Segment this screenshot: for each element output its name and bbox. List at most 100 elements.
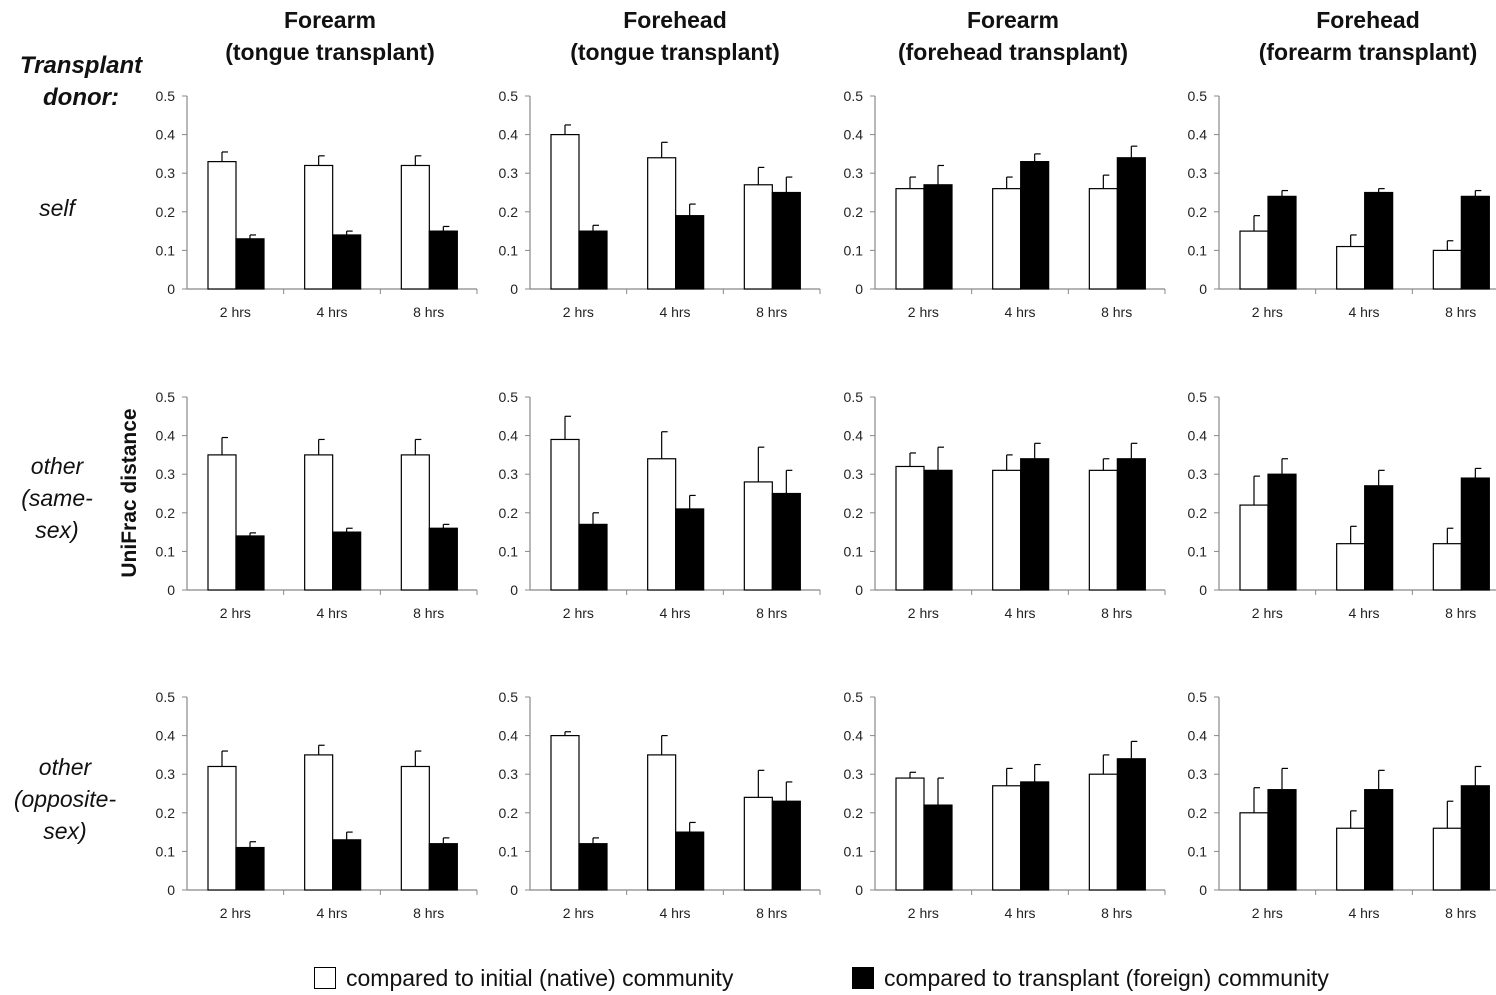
x-tick-label: 2 hrs xyxy=(1252,605,1283,621)
bar-native xyxy=(207,454,237,591)
bar-foreign xyxy=(1460,195,1490,290)
row-label-line: self xyxy=(39,195,75,221)
row-label: other (opposite- sex) xyxy=(0,751,130,847)
y-tick-label: 0.5 xyxy=(844,389,864,405)
bar-native xyxy=(550,134,580,290)
bar-foreign xyxy=(428,527,458,591)
bar-native xyxy=(1336,245,1366,290)
x-tick-label: 8 hrs xyxy=(756,304,787,320)
y-tick-label: 0 xyxy=(167,281,175,297)
y-tick-label: 0.3 xyxy=(1188,466,1208,482)
bar-native xyxy=(895,465,925,591)
bar-native xyxy=(1336,827,1366,891)
column-title-line: (tongue transplant) xyxy=(570,39,780,65)
x-tick-label: 8 hrs xyxy=(1445,304,1476,320)
legend-label: compared to initial (native) community xyxy=(346,964,734,991)
legend-swatch-foreign xyxy=(852,967,874,989)
y-tick-label: 0 xyxy=(167,882,175,898)
bar-native xyxy=(1432,827,1462,891)
x-tick-label: 4 hrs xyxy=(316,605,347,621)
column-title-line: Forearm xyxy=(283,7,377,33)
x-tick-label: 8 hrs xyxy=(413,304,444,320)
y-tick-label: 0.5 xyxy=(499,389,519,405)
bar-foreign xyxy=(923,804,953,891)
legend-label: compared to transplant (foreign) communi… xyxy=(884,964,1329,991)
column-title-line: (forehead transplant) xyxy=(897,39,1129,65)
y-tick-label: 0.5 xyxy=(1188,389,1208,405)
y-tick-label: 0.2 xyxy=(156,505,176,521)
y-tick-label: 0 xyxy=(167,582,175,598)
y-tick-label: 0.4 xyxy=(1188,428,1208,444)
x-tick-label: 2 hrs xyxy=(563,605,594,621)
x-tick-label: 4 hrs xyxy=(1004,905,1035,921)
x-tick-label: 8 hrs xyxy=(1445,605,1476,621)
bar-native xyxy=(895,777,925,891)
row-label-line: sex) xyxy=(43,818,87,844)
y-tick-label: 0.2 xyxy=(844,505,864,521)
y-tick-label: 0 xyxy=(1199,582,1207,598)
x-tick-label: 8 hrs xyxy=(1445,905,1476,921)
y-tick-label: 0 xyxy=(1199,882,1207,898)
bar-foreign xyxy=(771,492,801,591)
bar-native xyxy=(1432,543,1462,591)
x-tick-label: 2 hrs xyxy=(220,605,251,621)
y-tick-label: 0.1 xyxy=(1188,843,1208,859)
bar-native xyxy=(992,188,1022,290)
y-tick-label: 0.3 xyxy=(844,165,864,181)
column-title-line: Forearm xyxy=(966,7,1060,33)
y-tick-label: 0.5 xyxy=(499,88,519,104)
y-tick-label: 0.3 xyxy=(844,466,864,482)
bar-foreign xyxy=(1020,161,1050,290)
donor-title-line: Transplant xyxy=(19,52,143,79)
column-title-line: Forehead xyxy=(1316,7,1420,33)
y-tick-label: 0 xyxy=(855,582,863,598)
bar-native xyxy=(1432,249,1462,290)
bar-foreign xyxy=(1460,477,1490,591)
row-label-line: other xyxy=(30,453,84,479)
bar-native xyxy=(743,184,773,290)
x-tick-label: 2 hrs xyxy=(563,304,594,320)
y-tick-label: 0.5 xyxy=(1188,88,1208,104)
bar-foreign xyxy=(1460,785,1490,891)
bar-native xyxy=(550,438,580,591)
y-tick-label: 0.1 xyxy=(844,843,864,859)
bar-native xyxy=(550,734,580,891)
y-tick-label: 0.4 xyxy=(499,428,519,444)
x-tick-label: 2 hrs xyxy=(908,304,939,320)
row-label-line: other xyxy=(38,754,92,780)
x-tick-label: 4 hrs xyxy=(659,605,690,621)
y-tick-label: 0.4 xyxy=(156,428,176,444)
bar-foreign xyxy=(1267,473,1297,591)
y-tick-label: 0.3 xyxy=(499,766,519,782)
bar-native xyxy=(400,454,430,591)
y-tick-label: 0.1 xyxy=(156,242,176,258)
bar-native xyxy=(647,458,677,591)
row-label-line: (opposite- xyxy=(13,786,117,812)
y-tick-label: 0 xyxy=(510,281,518,297)
y-tick-label: 0 xyxy=(1199,281,1207,297)
y-tick-label: 0.3 xyxy=(156,165,176,181)
y-tick-label: 0 xyxy=(855,882,863,898)
y-tick-label: 0.2 xyxy=(844,805,864,821)
x-tick-label: 8 hrs xyxy=(756,605,787,621)
y-tick-label: 0.3 xyxy=(1188,766,1208,782)
bar-foreign xyxy=(1364,485,1394,591)
x-tick-label: 4 hrs xyxy=(1348,304,1379,320)
y-tick-label: 0.5 xyxy=(1188,689,1208,705)
y-tick-label: 0.1 xyxy=(499,242,519,258)
column-title-line: (forearm transplant) xyxy=(1258,39,1478,65)
legend-item-foreign: compared to transplant (foreign) communi… xyxy=(852,962,1329,994)
bar-native xyxy=(304,454,334,591)
bar-foreign xyxy=(578,843,608,891)
y-tick-label: 0.1 xyxy=(844,543,864,559)
bar-foreign xyxy=(578,230,608,290)
x-tick-label: 8 hrs xyxy=(413,605,444,621)
bar-foreign xyxy=(675,215,705,290)
bar-native xyxy=(1239,230,1269,290)
bar-foreign xyxy=(771,800,801,891)
y-tick-label: 0.2 xyxy=(499,204,519,220)
bar-native xyxy=(1239,504,1269,591)
y-tick-label: 0.2 xyxy=(844,204,864,220)
bar-foreign xyxy=(332,234,362,290)
y-tick-label: 0.5 xyxy=(156,689,176,705)
